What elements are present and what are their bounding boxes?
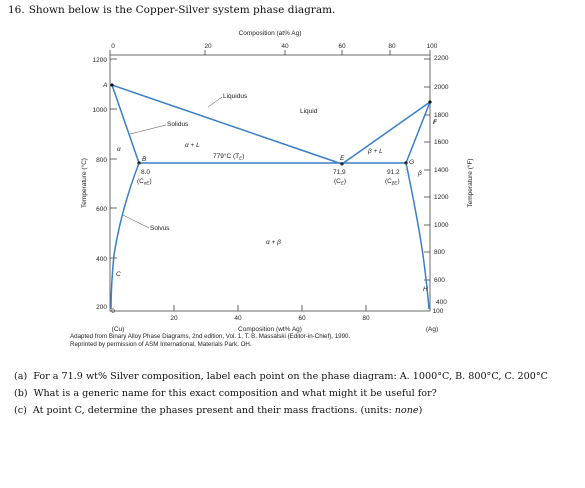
label-g-comp: 91.2 — [387, 169, 400, 176]
eutectic-temp-sub: E — [239, 156, 243, 161]
top-tick-80: 80 — [388, 43, 396, 50]
left-tick-1000: 1000 — [93, 107, 108, 114]
caption-line-2: Reprinted by permission of ASM Internati… — [70, 341, 252, 348]
bottom-tick-60: 60 — [298, 315, 306, 322]
phase-boundaries — [110, 84, 431, 310]
part-a: (a) For a 71.9 wt% Silver composition, la… — [14, 368, 548, 385]
part-c-text: At point C, determine the phases present… — [32, 405, 395, 416]
phase-points — [110, 83, 432, 166]
right-end-label: (Ag) — [426, 326, 438, 333]
right-tick-1800: 1800 — [434, 112, 449, 119]
bottom-ticks — [173, 305, 367, 311]
composition-guides — [138, 163, 407, 176]
question-title: 16. Shown below is the Copper-Silver syst… — [8, 4, 339, 16]
right-tick-1400: 1400 — [434, 167, 449, 174]
right-tick-2000: 2000 — [434, 84, 449, 91]
left-tick-600: 600 — [96, 206, 107, 213]
solidus-leader — [129, 124, 167, 135]
left-axis-label: Temperature (°C) — [80, 158, 88, 208]
left-end-label: (Cu) — [112, 326, 125, 333]
part-c-label: (c) — [14, 405, 27, 416]
figure-caption: Adapted from Binary Alloy Phase Diagrams… — [70, 333, 350, 349]
top-ticks — [109, 50, 431, 55]
right-tick-2200: 2200 — [434, 55, 449, 62]
label-H: H — [423, 286, 428, 293]
bottom-tick-40: 40 — [234, 315, 242, 322]
part-c-close: ) — [418, 405, 423, 416]
label-solvus: Solvus — [150, 225, 170, 232]
point-A — [110, 83, 114, 87]
label-b-sub: (CαE) — [137, 178, 152, 186]
label-G: G — [409, 159, 414, 166]
eutectic-temperature-label: 779°C (TE) — [213, 152, 244, 161]
label-B: B — [142, 156, 147, 163]
bottom-axis-label: Composition (wt% Ag) — [238, 326, 302, 333]
top-tick-0: 0 — [111, 43, 115, 50]
question-parts: (a) For a 71.9 wt% Silver composition, la… — [14, 368, 548, 419]
label-e-sub: (CE) — [334, 178, 346, 186]
part-b-text: What is a generic name for this exact co… — [33, 388, 437, 399]
part-b-label: (b) — [14, 388, 28, 399]
label-alpha-beta: α + β — [266, 239, 281, 246]
top-axis-label: Composition (at% Ag) — [239, 30, 302, 37]
part-a-text: For a 71.9 wt% Silver composition, label… — [33, 371, 548, 382]
label-beta-l: β + L — [367, 148, 383, 155]
label-solidus: Solidus — [167, 121, 189, 128]
label-alpha: α — [117, 146, 121, 153]
label-alpha-l: α + L — [185, 142, 200, 149]
eutectic-temp-text: 779°C (T — [213, 152, 239, 160]
bottom-tick-80: 80 — [362, 315, 370, 322]
top-tick-100: 100 — [427, 43, 438, 50]
label-A: A — [102, 82, 107, 89]
top-tick-20: 20 — [204, 43, 212, 50]
label-F: F — [433, 119, 438, 126]
label-C: C — [116, 271, 121, 278]
part-b: (b) What is a generic name for this exact… — [14, 385, 548, 402]
right-tick-600: 600 — [434, 277, 445, 284]
label-E: E — [340, 155, 345, 162]
part-c: (c) At point C, determine the phases pres… — [14, 402, 548, 419]
bottom-tick-0: 0 — [111, 308, 115, 315]
left-tick-400: 400 — [96, 256, 107, 263]
question-text: Shown below is the Copper-Silver system … — [28, 4, 336, 16]
bottom-tick-20: 20 — [170, 315, 178, 322]
question-number: 16. — [8, 4, 25, 16]
right-axis-label: Temperature (°F) — [466, 158, 474, 207]
right-tick-1200: 1200 — [434, 194, 449, 201]
label-e-comp: 71.9 — [333, 169, 346, 176]
right-tick-800: 800 — [434, 249, 445, 256]
label-b-comp: 8.0 — [141, 169, 150, 176]
phase-diagram: Composition (at% Ag) 0 20 40 60 80 100 1… — [80, 30, 474, 333]
right-tick-400: 400 — [436, 299, 447, 306]
right-ticks — [424, 58, 430, 281]
plot-frame — [109, 54, 431, 312]
bottom-tick-100: 100 — [433, 308, 444, 315]
top-tick-40: 40 — [281, 43, 289, 50]
label-liquidus: Liquidus — [223, 93, 248, 100]
point-F — [428, 100, 432, 104]
liquidus-leader — [207, 96, 223, 108]
label-liquid: Liquid — [300, 108, 318, 115]
label-g-sub: (CβE) — [385, 178, 400, 186]
part-c-unit: none — [394, 405, 419, 416]
left-tick-800: 800 — [96, 157, 107, 164]
caption-line-1: Adapted from Binary Alloy Phase Diagrams… — [70, 333, 351, 340]
label-beta: β — [417, 170, 422, 177]
left-tick-1200: 1200 — [93, 57, 108, 64]
part-a-label: (a) — [14, 371, 28, 382]
eutectic-temp-close: ) — [242, 153, 244, 160]
solvus-leader — [122, 214, 150, 229]
right-tick-1000: 1000 — [434, 222, 449, 229]
top-tick-60: 60 — [338, 43, 346, 50]
left-tick-200: 200 — [96, 304, 107, 311]
right-tick-1600: 1600 — [434, 139, 449, 146]
